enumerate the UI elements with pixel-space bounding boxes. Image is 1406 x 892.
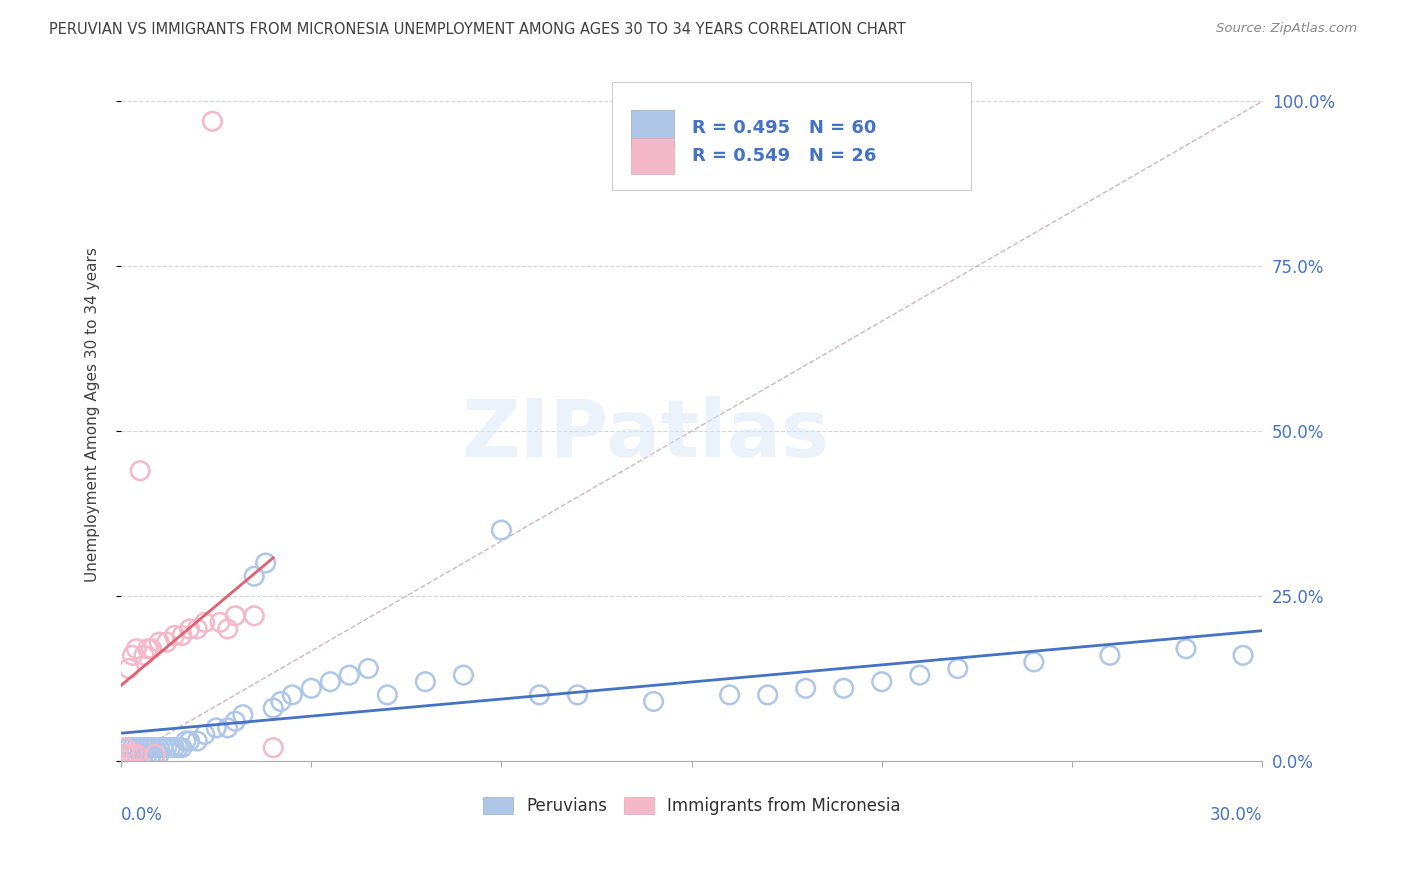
Immigrants from Micronesia [114,747,136,762]
Peruvians [908,668,931,682]
Immigrants from Micronesia [186,622,208,636]
Immigrants from Micronesia [262,740,284,755]
Text: 30.0%: 30.0% [1209,805,1263,824]
Peruvians [186,734,208,748]
Peruvians [319,674,342,689]
Immigrants from Micronesia [141,641,163,656]
Peruvians [718,688,741,702]
Peruvians [270,694,292,708]
Immigrants from Micronesia [243,608,266,623]
Y-axis label: Unemployment Among Ages 30 to 34 years: Unemployment Among Ages 30 to 34 years [86,247,100,582]
Peruvians [1022,655,1045,669]
Peruvians [129,747,152,762]
Peruvians [281,688,304,702]
Peruvians [1232,648,1254,663]
Peruvians [129,740,152,755]
Peruvians [1098,648,1121,663]
Immigrants from Micronesia [118,661,141,675]
Peruvians [163,740,186,755]
Peruvians [167,740,190,755]
Text: Source: ZipAtlas.com: Source: ZipAtlas.com [1216,22,1357,36]
Peruvians [156,740,179,755]
Peruvians [224,714,246,729]
Bar [631,110,675,146]
Peruvians [643,694,665,708]
Text: PERUVIAN VS IMMIGRANTS FROM MICRONESIA UNEMPLOYMENT AMONG AGES 30 TO 34 YEARS CO: PERUVIAN VS IMMIGRANTS FROM MICRONESIA U… [49,22,905,37]
Immigrants from Micronesia [208,615,231,630]
Peruvians [337,668,360,682]
Peruvians [141,740,163,755]
Peruvians [174,734,197,748]
Peruvians [141,747,163,762]
Peruvians [529,688,551,702]
Peruvians [205,721,228,735]
Peruvians [143,747,166,762]
Peruvians [262,701,284,715]
Immigrants from Micronesia [114,740,136,755]
Immigrants from Micronesia [170,629,193,643]
Peruvians [832,681,855,696]
Immigrants from Micronesia [125,641,148,656]
Text: 0.0%: 0.0% [121,805,163,824]
Peruvians [121,740,143,755]
Text: R = 0.495   N = 60: R = 0.495 N = 60 [692,119,876,137]
Immigrants from Micronesia [136,641,159,656]
Peruvians [132,747,155,762]
Peruvians [232,707,254,722]
Peruvians [243,569,266,583]
Immigrants from Micronesia [121,747,143,762]
Immigrants from Micronesia [194,615,217,630]
Immigrants from Micronesia [121,648,143,663]
Legend: Peruvians, Immigrants from Micronesia: Peruvians, Immigrants from Micronesia [477,790,907,822]
Peruvians [453,668,475,682]
Peruvians [170,740,193,755]
Peruvians [179,734,201,748]
Immigrants from Micronesia [118,747,141,762]
Immigrants from Micronesia [132,648,155,663]
Immigrants from Micronesia [163,629,186,643]
Peruvians [118,747,141,762]
Immigrants from Micronesia [125,747,148,762]
Peruvians [567,688,589,702]
Immigrants from Micronesia [156,635,179,649]
Peruvians [121,747,143,762]
Peruvians [114,747,136,762]
Immigrants from Micronesia [148,635,170,649]
Immigrants from Micronesia [217,622,239,636]
Immigrants from Micronesia [224,608,246,623]
Peruvians [132,740,155,755]
Immigrants from Micronesia [179,622,201,636]
FancyBboxPatch shape [612,82,972,190]
Immigrants from Micronesia [129,464,152,478]
Peruvians [118,740,141,755]
Peruvians [136,740,159,755]
Peruvians [148,747,170,762]
Text: ZIPatlas: ZIPatlas [461,396,830,475]
Peruvians [491,523,513,537]
Peruvians [125,747,148,762]
Peruvians [375,688,398,702]
Peruvians [217,721,239,735]
Peruvians [794,681,817,696]
Peruvians [756,688,779,702]
Bar [631,137,675,174]
Peruvians [159,740,181,755]
Peruvians [946,661,969,675]
Peruvians [415,674,437,689]
Peruvians [136,747,159,762]
Immigrants from Micronesia [201,114,224,128]
Peruvians [125,740,148,755]
Peruvians [299,681,322,696]
Peruvians [152,740,174,755]
Peruvians [194,727,217,741]
Peruvians [1175,641,1198,656]
Peruvians [148,740,170,755]
Text: R = 0.549   N = 26: R = 0.549 N = 26 [692,147,876,165]
Peruvians [357,661,380,675]
Peruvians [870,674,893,689]
Peruvians [143,740,166,755]
Peruvians [254,556,277,570]
Immigrants from Micronesia [143,747,166,762]
